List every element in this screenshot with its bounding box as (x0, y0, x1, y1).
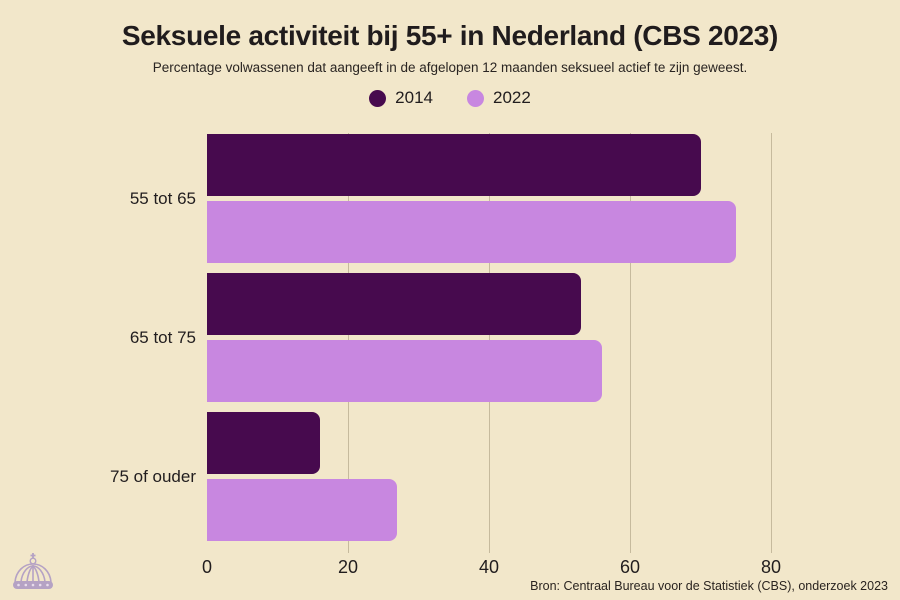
bar-2014-65-tot-75 (207, 273, 581, 335)
bar-2014-55-tot-65 (207, 134, 701, 196)
category-label: 55 tot 65 (129, 188, 196, 208)
gridline-x-80 (770, 133, 772, 553)
x-axis-tick-label: 20 (337, 557, 359, 577)
bar-2022-75-of-ouder (207, 479, 398, 541)
x-axis-tick-label: 40 (478, 557, 500, 577)
legend-swatch-icon (467, 89, 484, 107)
legend-label: 2014 (395, 88, 433, 107)
chart-title: Seksuele activiteit bij 55+ in Nederland… (121, 20, 779, 51)
legend-swatch-icon (369, 89, 387, 107)
bar-2014-75-of-ouder (207, 412, 320, 474)
legend-label: 2022 (493, 88, 531, 107)
bar-2022-65-tot-75 (207, 340, 602, 402)
source-note: Bron: Centraal Bureau voor de Statistiek… (530, 579, 888, 593)
bar-2022-55-tot-65 (207, 201, 736, 263)
x-axis-tick-label: 60 (619, 557, 641, 577)
chart-subtitle: Percentage volwassenen dat aangeeft in d… (152, 60, 748, 75)
x-axis-tick-label: 80 (760, 557, 782, 577)
legend-item-2022: 2022 (467, 88, 531, 108)
category-label: 65 tot 75 (129, 327, 196, 347)
legend-item-2014: 2014 (369, 88, 433, 108)
crown-icon (13, 553, 53, 589)
plot-area: 55 tot 65 65 tot 75 75 of ouder 0 20 40 60 80 (110, 133, 867, 577)
legend: 2014 2022 (0, 88, 900, 108)
gridline-x-60 (629, 133, 631, 553)
x-axis-tick-label: 0 (201, 557, 213, 577)
category-label: 75 of ouder (109, 466, 196, 486)
